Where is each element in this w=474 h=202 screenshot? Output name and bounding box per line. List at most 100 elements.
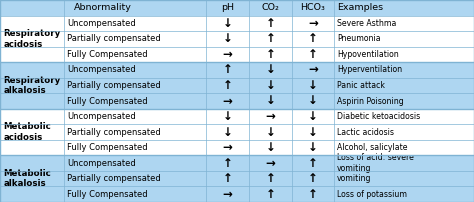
Bar [334, 140, 474, 155]
Text: ↓: ↓ [223, 32, 232, 45]
Bar [334, 16, 474, 31]
Text: ↓: ↓ [308, 126, 318, 139]
Text: Partially compensated: Partially compensated [67, 128, 161, 137]
Text: Uncompensated: Uncompensated [67, 159, 136, 168]
Bar [292, 78, 334, 93]
Bar [334, 155, 474, 171]
Bar [249, 93, 292, 109]
Bar [292, 140, 334, 155]
Text: ↑: ↑ [265, 48, 275, 61]
Text: →: → [308, 17, 318, 30]
Text: Fully Compensated: Fully Compensated [67, 50, 147, 59]
Bar [206, 31, 249, 47]
Text: HCO₃: HCO₃ [301, 3, 325, 12]
Text: ↑: ↑ [223, 63, 232, 76]
Text: Panic attack: Panic attack [337, 81, 385, 90]
Text: Hypoventilation: Hypoventilation [337, 50, 399, 59]
Text: Alcohol, salicylate: Alcohol, salicylate [337, 143, 408, 152]
Bar [249, 31, 292, 47]
Bar [206, 124, 249, 140]
Bar [292, 186, 334, 202]
Text: Metabolic
acidosis: Metabolic acidosis [3, 122, 51, 142]
Bar [0, 0, 474, 16]
Bar [206, 155, 249, 171]
Text: ↓: ↓ [223, 126, 232, 139]
Text: Partially compensated: Partially compensated [67, 34, 161, 43]
Bar [206, 93, 249, 109]
Text: ↓: ↓ [265, 126, 275, 139]
Text: Uncompensated: Uncompensated [67, 112, 136, 121]
Bar [64, 124, 206, 140]
Bar [206, 109, 249, 124]
Bar [334, 171, 474, 186]
Text: Fully Compensated: Fully Compensated [67, 97, 147, 105]
Text: Loss of acid: severe
vomiting: Loss of acid: severe vomiting [337, 154, 414, 173]
Bar [292, 93, 334, 109]
Text: Diabetic ketoacidosis: Diabetic ketoacidosis [337, 112, 420, 121]
Text: ↓: ↓ [223, 17, 232, 30]
Bar [64, 93, 206, 109]
Bar [249, 124, 292, 140]
Text: ↑: ↑ [265, 32, 275, 45]
Text: ↑: ↑ [308, 172, 318, 185]
Bar [292, 155, 334, 171]
Text: ↓: ↓ [308, 79, 318, 92]
Bar [334, 186, 474, 202]
Bar [0, 62, 64, 109]
Bar [206, 62, 249, 78]
Text: ↓: ↓ [265, 63, 275, 76]
Bar [334, 47, 474, 62]
Bar [249, 140, 292, 155]
Bar [334, 31, 474, 47]
Bar [249, 171, 292, 186]
Bar [249, 62, 292, 78]
Text: →: → [223, 188, 232, 201]
Bar [249, 16, 292, 31]
Text: →: → [223, 48, 232, 61]
Bar [334, 78, 474, 93]
Bar [206, 186, 249, 202]
Bar [292, 47, 334, 62]
Text: Partially compensated: Partially compensated [67, 174, 161, 183]
Text: ↓: ↓ [265, 141, 275, 154]
Text: →: → [265, 157, 275, 170]
Text: Aspirin Poisoning: Aspirin Poisoning [337, 97, 404, 105]
Bar [249, 109, 292, 124]
Bar [206, 140, 249, 155]
Text: →: → [308, 63, 318, 76]
Text: ↑: ↑ [223, 172, 232, 185]
Bar [64, 78, 206, 93]
Bar [206, 171, 249, 186]
Bar [206, 16, 249, 31]
Text: ↓: ↓ [265, 79, 275, 92]
Text: ↑: ↑ [308, 32, 318, 45]
Text: Uncompensated: Uncompensated [67, 65, 136, 74]
Text: →: → [223, 95, 232, 107]
Text: vomiting: vomiting [337, 174, 372, 183]
Bar [334, 62, 474, 78]
Bar [64, 47, 206, 62]
Bar [64, 155, 206, 171]
Text: pH: pH [221, 3, 234, 12]
Bar [249, 47, 292, 62]
Text: ↑: ↑ [223, 157, 232, 170]
Bar [64, 171, 206, 186]
Text: ↑: ↑ [265, 172, 275, 185]
Text: ↑: ↑ [223, 79, 232, 92]
Text: Partially compensated: Partially compensated [67, 81, 161, 90]
Text: ↓: ↓ [265, 95, 275, 107]
Text: ↓: ↓ [308, 95, 318, 107]
Bar [206, 47, 249, 62]
Text: Severe Asthma: Severe Asthma [337, 19, 396, 28]
Text: ↓: ↓ [223, 110, 232, 123]
Bar [292, 124, 334, 140]
Bar [292, 31, 334, 47]
Bar [292, 109, 334, 124]
Text: Loss of potassium: Loss of potassium [337, 190, 407, 199]
Text: →: → [265, 110, 275, 123]
Bar [0, 109, 64, 155]
Text: ↑: ↑ [308, 188, 318, 201]
Bar [249, 155, 292, 171]
Text: Pneumonia: Pneumonia [337, 34, 381, 43]
Text: Lactic acidosis: Lactic acidosis [337, 128, 394, 137]
